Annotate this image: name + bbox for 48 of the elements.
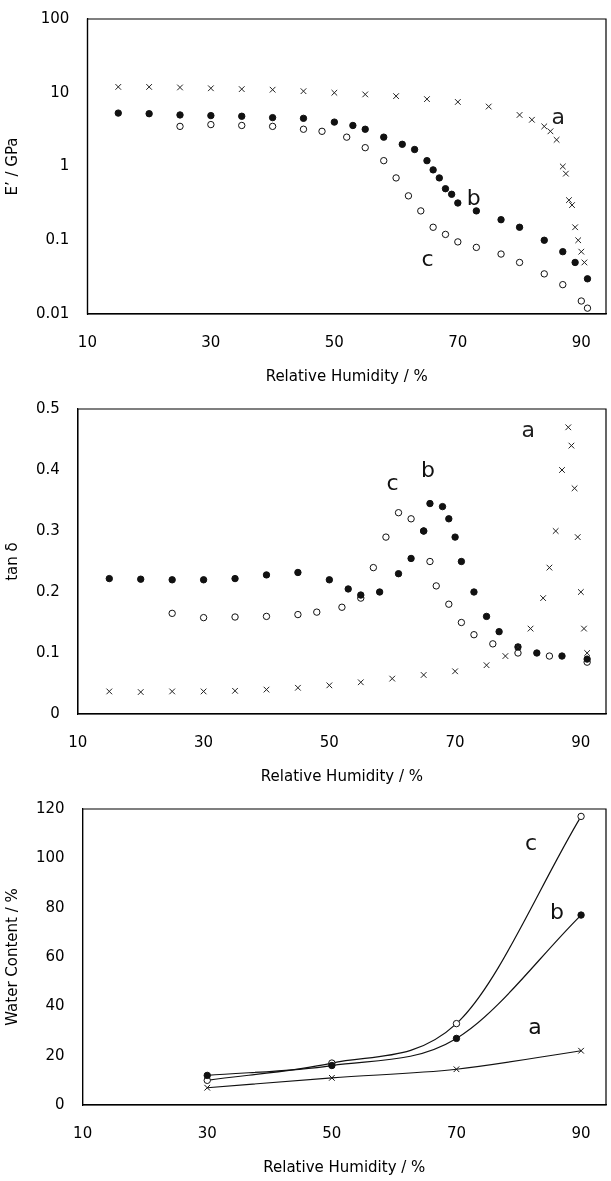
series-label: b — [550, 898, 565, 924]
y-tick-label: 0.1 — [45, 230, 70, 249]
y-tick-label: 0 — [55, 1094, 65, 1113]
x-tick-label: 50 — [324, 332, 344, 351]
series-label: a — [521, 417, 536, 443]
y-axis-title: E’ / GPa — [2, 137, 21, 196]
y-tick-label: 40 — [45, 996, 65, 1015]
x-tick-label: 90 — [571, 1123, 591, 1142]
series-label: b — [420, 457, 435, 483]
x-tick-label: 30 — [201, 332, 221, 351]
y-tick-label: 0.01 — [35, 303, 70, 322]
x-tick-label: 50 — [319, 732, 339, 751]
x-axis-title: Relative Humidity / % — [260, 766, 423, 785]
x-tick-label: 70 — [446, 1123, 467, 1142]
x-tick-label: 70 — [445, 732, 465, 751]
y-tick-label: 80 — [45, 897, 65, 916]
y-tick-label: 60 — [45, 946, 65, 965]
series-label: b — [466, 184, 481, 210]
x-tick-label: 10 — [77, 332, 97, 351]
x-axis-title: Relative Humidity / % — [263, 1157, 426, 1176]
series-label: a — [551, 104, 565, 130]
y-tick-label: 1 — [59, 156, 70, 175]
y-tick-label: 0.3 — [36, 520, 60, 539]
x-tick-label: 90 — [571, 332, 591, 351]
y-tick-label: 120 — [35, 798, 65, 817]
y-tick-label: 0.5 — [36, 398, 60, 417]
y-axis-title: tan δ — [2, 542, 21, 581]
x-tick-label: 30 — [194, 732, 214, 751]
series-label: a — [528, 1014, 542, 1040]
y-tick-label: 0 — [50, 703, 60, 722]
y-tick-label: 0.1 — [36, 642, 60, 661]
y-tick-label: 100 — [40, 8, 70, 27]
y-tick-label: 0.2 — [36, 581, 60, 600]
series-label: c — [421, 246, 434, 272]
x-tick-label: 10 — [73, 1123, 93, 1142]
x-tick-label: 70 — [448, 332, 468, 351]
x-tick-label: 50 — [322, 1123, 342, 1142]
y-tick-label: 20 — [45, 1045, 65, 1064]
y-tick-label: 10 — [50, 82, 70, 101]
x-tick-label: 10 — [68, 732, 88, 751]
y-tick-label: 0.4 — [36, 459, 60, 478]
x-tick-label: 30 — [197, 1123, 217, 1142]
x-tick-label: 90 — [571, 732, 591, 751]
series-label: c — [386, 470, 399, 496]
x-axis-title: Relative Humidity / % — [265, 366, 428, 385]
series-label: c — [525, 830, 538, 856]
y-tick-label: 100 — [35, 848, 65, 867]
y-axis-title: Water Content / % — [2, 888, 21, 1026]
